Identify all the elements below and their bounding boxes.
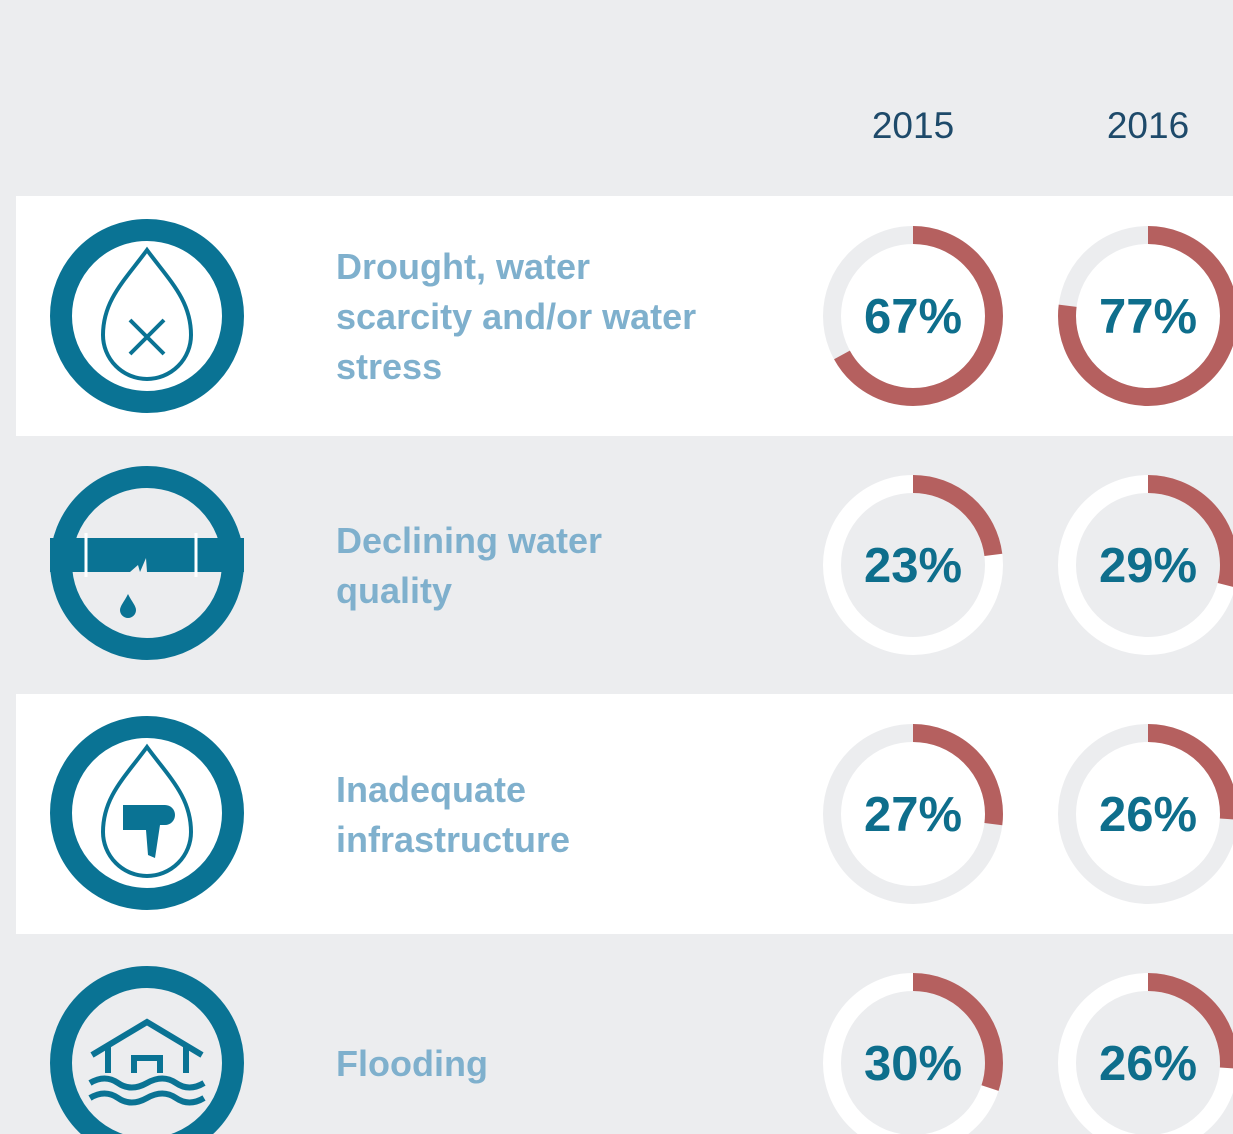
infrastructure-icon: [50, 716, 244, 910]
donut-arc: [1058, 475, 1233, 655]
flooding-icon: [50, 966, 244, 1134]
value-label: 26%: [1099, 1037, 1197, 1091]
donut-arc: [823, 226, 1003, 406]
drought-icon: [50, 219, 244, 413]
value-label: 67%: [864, 290, 962, 344]
icons: [50, 219, 244, 1134]
value-label: 30%: [864, 1037, 962, 1091]
row-band: [16, 694, 1233, 934]
donut-arc: [1058, 226, 1233, 406]
pipe-icon: [50, 466, 244, 660]
row-band: [16, 196, 1233, 436]
donut-arc: [823, 475, 1003, 655]
year-label: 2015: [872, 105, 954, 146]
value-label: 26%: [1099, 788, 1197, 842]
category-label: scarcity and/or water: [336, 296, 696, 337]
category-label: Drought, water: [336, 246, 590, 287]
category-label: Flooding: [336, 1043, 488, 1084]
value-label: 29%: [1099, 539, 1197, 593]
donut-arc: [1058, 973, 1233, 1134]
donut-arc: [1058, 724, 1233, 904]
donut-arc: [823, 973, 1003, 1134]
value-label: 77%: [1099, 290, 1197, 344]
category-label: Inadequate: [336, 769, 526, 810]
row-backgrounds: [16, 196, 1233, 934]
donut-arc: [823, 724, 1003, 904]
category-label: Declining water: [336, 520, 602, 561]
year-label: 2016: [1107, 105, 1189, 146]
category-label: stress: [336, 346, 442, 387]
value-label: 23%: [864, 539, 962, 593]
category-label: infrastructure: [336, 819, 570, 860]
category-label: quality: [336, 570, 452, 611]
value-label: 27%: [864, 788, 962, 842]
